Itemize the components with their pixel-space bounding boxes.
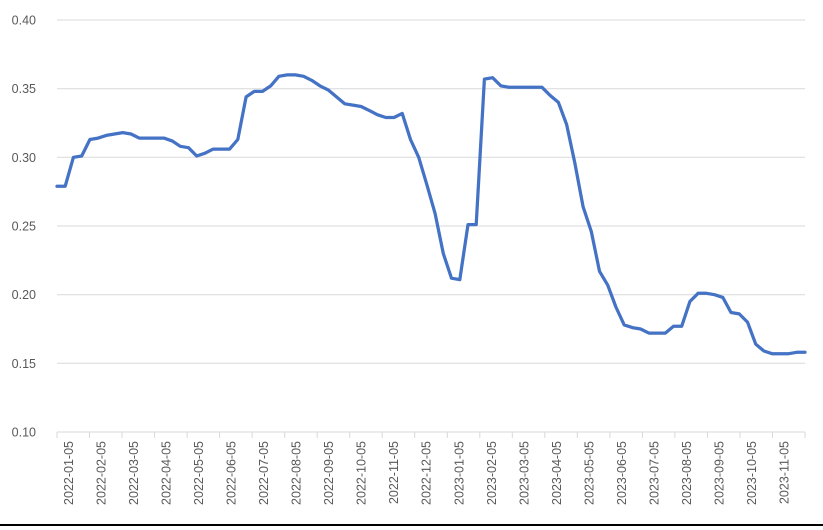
x-axis-label: 2022-06-05 [225,441,239,505]
x-axis-label: 2022-07-05 [257,441,271,505]
x-axis-label: 2023-02-05 [485,441,499,505]
x-axis-label: 2022-01-05 [62,441,76,505]
x-axis-label: 2022-05-05 [192,441,206,505]
x-axis-label: 2023-10-05 [745,441,759,505]
bottom-border-line [0,524,823,526]
x-axis-label: 2023-09-05 [712,441,726,505]
y-axis-label: 0.20 [12,288,36,302]
x-axis-label: 2023-07-05 [647,441,661,505]
x-axis-label: 2022-10-05 [355,441,369,505]
y-axis-label: 0.30 [12,151,36,165]
x-axis-label: 2023-03-05 [517,441,531,505]
x-axis-label: 2023-05-05 [582,441,596,505]
x-axis-label: 2023-11-05 [778,441,792,504]
y-axis-label: 0.15 [12,357,36,371]
x-axis-label: 2022-09-05 [322,441,336,505]
y-axis-label: 0.40 [12,14,36,28]
x-axis-label: 2023-01-05 [452,441,466,505]
x-axis-label: 2022-12-05 [420,441,434,505]
y-axis-label: 0.25 [12,220,36,234]
x-axis-label: 2022-11-05 [387,441,401,504]
x-axis-label: 2022-03-05 [127,441,141,505]
x-axis-label: 2022-02-05 [95,441,109,505]
y-axis-label: 0.10 [12,426,36,440]
y-axis-label: 0.35 [12,82,36,96]
x-axis-label: 2023-08-05 [680,441,694,505]
x-axis-label: 2023-04-05 [550,441,564,505]
x-axis-label: 2022-08-05 [290,441,304,505]
x-axis-label: 2023-06-05 [615,441,629,505]
series-line [55,73,807,356]
x-axis-label: 2022-04-05 [160,441,174,505]
